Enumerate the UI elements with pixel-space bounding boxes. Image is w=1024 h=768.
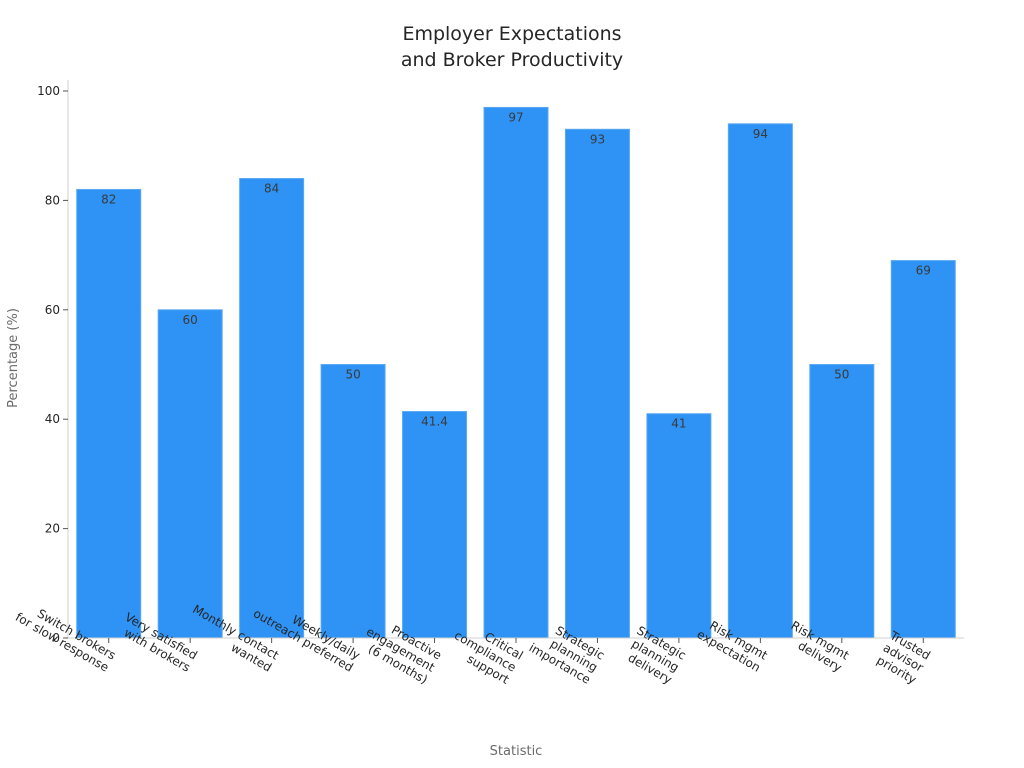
y-axis-title: Percentage (%) [6,308,21,408]
bar [320,364,386,639]
bar [564,128,630,639]
bar [157,309,223,639]
bar [76,188,142,639]
data-label: 82 [101,192,116,206]
chart-title-line-1: Employer Expectations [402,23,621,45]
y-tick-label: 40 [45,412,60,426]
data-label: 41.4 [421,415,448,429]
y-tick-label: 80 [45,193,60,207]
data-label: 97 [508,110,523,124]
bar [890,260,956,639]
y-axis: 0 20 40 60 80 100 [37,80,69,645]
bar [727,123,793,639]
bar [239,178,305,639]
bar [483,106,549,639]
y-tick-label: 60 [45,303,60,317]
x-axis-title: Statistic [490,744,543,759]
data-label: 50 [345,368,360,382]
y-tick-label: 20 [45,522,60,536]
bars-group: 82 60 84 50 41.4 97 93 41 94 50 69 [76,106,956,639]
chart-title-line-2: and Broker Productivity [401,49,623,71]
data-label: 50 [834,368,849,382]
y-tick-label: 0 [52,631,60,645]
data-label: 94 [753,127,768,141]
data-label: 41 [671,417,686,431]
data-label: 69 [916,264,931,278]
data-label: 60 [183,313,198,327]
data-label: 93 [590,132,605,146]
data-label: 84 [264,182,279,196]
y-tick-label: 100 [37,84,60,98]
bar [809,364,875,639]
bar [646,413,712,639]
bar [402,411,468,639]
